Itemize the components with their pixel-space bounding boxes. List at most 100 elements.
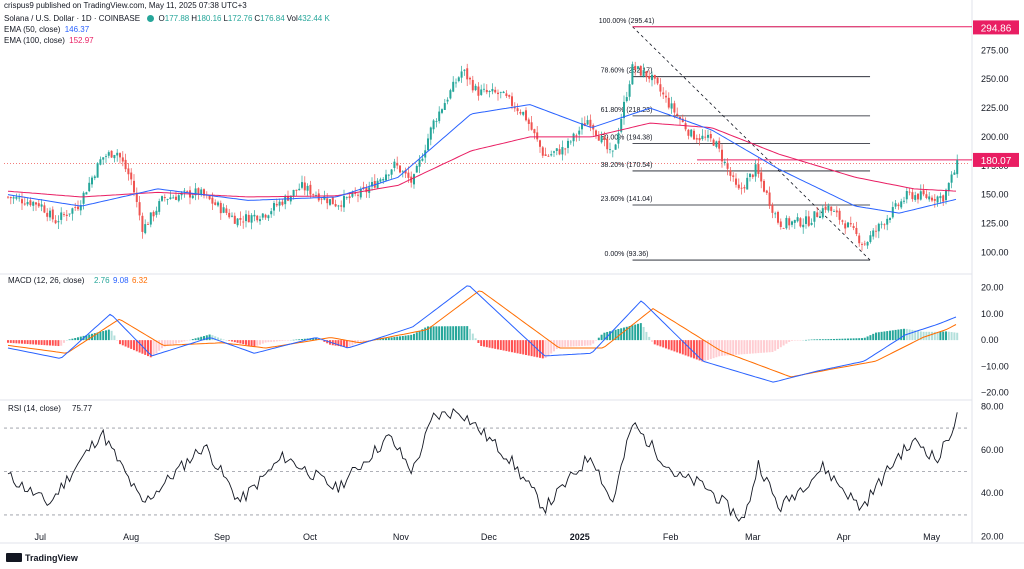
macd-histogram-bar <box>68 339 71 341</box>
macd-histogram-bar <box>175 340 177 344</box>
macd-histogram-bar <box>525 340 527 356</box>
macd-value: 2.76 <box>94 276 110 285</box>
candle-body <box>121 157 124 162</box>
candle-body <box>385 174 387 181</box>
candle-body <box>231 215 233 217</box>
candle-body <box>659 84 662 92</box>
macd-histogram-bar <box>844 338 847 341</box>
ema100-legend[interactable]: EMA (100, close) 152.97 <box>4 36 96 45</box>
candle-body <box>345 197 348 199</box>
macd-histogram-bar <box>749 340 751 354</box>
macd-histogram-bar <box>494 340 497 349</box>
candle-body <box>401 171 404 173</box>
candle-body <box>267 215 270 219</box>
candle-body <box>141 215 144 232</box>
candle-body <box>242 221 245 223</box>
candle-body <box>623 101 625 119</box>
macd-histogram-bar <box>455 326 457 341</box>
candle-body <box>396 162 399 166</box>
macd-histogram-bar <box>343 340 345 347</box>
ema50-legend[interactable]: EMA (50, close) 146.37 <box>4 25 91 34</box>
candle-body <box>460 71 463 78</box>
macd-histogram-bar <box>418 330 421 341</box>
candle-body <box>152 211 155 217</box>
candle-body <box>432 120 435 130</box>
ema100-value: 152.97 <box>69 36 94 45</box>
candle-body <box>737 184 740 189</box>
macd-histogram-bar <box>754 340 757 354</box>
macd-histogram-bar <box>88 334 91 341</box>
candle-body <box>673 103 676 113</box>
candle-body <box>555 148 558 151</box>
macd-histogram-bar <box>639 323 642 341</box>
fib-level-label: 50.00% (194.38) <box>601 134 653 141</box>
candle-body <box>544 154 547 157</box>
macd-histogram-bar <box>169 340 172 346</box>
macd-histogram-bar <box>488 340 491 348</box>
macd-histogram-bar <box>270 340 273 342</box>
candle-body <box>950 174 953 183</box>
macd-histogram-bar <box>23 340 26 344</box>
macd-histogram-bar <box>429 326 432 341</box>
macd-histogram-bar <box>670 340 673 351</box>
candle-body <box>379 179 382 182</box>
macd-histogram-bar <box>15 340 18 344</box>
macd-histogram-bar <box>172 340 175 345</box>
candle-body <box>326 198 329 204</box>
ema50-value: 146.37 <box>64 25 90 34</box>
macd-histogram-bar <box>214 336 217 341</box>
macd-histogram-bar <box>74 337 77 341</box>
candle-body <box>259 219 261 222</box>
candle-body <box>858 235 861 244</box>
candle-body <box>763 180 765 192</box>
macd-histogram-bar <box>676 340 679 353</box>
macd-histogram-bar <box>275 340 278 342</box>
candle-body <box>606 138 609 150</box>
macd-histogram-bar <box>833 338 835 341</box>
candle-body <box>250 215 253 223</box>
macd-histogram-bar <box>54 340 57 346</box>
macd-histogram-bar <box>603 332 606 341</box>
macd-tick-label: 10.00 <box>981 309 1004 319</box>
candle-body <box>872 230 875 237</box>
candle-body <box>648 75 651 79</box>
macd-histogram-bar <box>107 329 110 341</box>
candle-body <box>26 202 29 205</box>
macd-histogram-bar <box>480 340 483 347</box>
macd-histogram-bar <box>60 340 63 346</box>
time-tick-label: Apr <box>837 532 851 542</box>
candle-body <box>581 123 583 130</box>
candle-body <box>620 118 623 132</box>
macd-histogram-bar <box>681 340 684 355</box>
macd-histogram-bar <box>63 340 65 343</box>
candle-body <box>99 159 102 165</box>
candle-body <box>796 217 799 222</box>
candle-body <box>536 132 539 140</box>
macd-histogram-bar <box>401 335 404 341</box>
price-tick-label: 100.00 <box>981 247 1009 257</box>
macd-histogram-bar <box>695 340 698 360</box>
candle-body <box>471 79 474 91</box>
macd-histogram-bar <box>135 340 138 352</box>
macd-histogram-bar <box>12 340 15 344</box>
candle-body <box>914 195 917 200</box>
macd-histogram-bar <box>595 340 597 341</box>
candle-body <box>805 216 807 224</box>
candle-body <box>875 230 877 232</box>
fib-level-label: 23.60% (141.04) <box>601 196 653 203</box>
macd-histogram-bar <box>903 328 905 341</box>
candle-body <box>802 224 805 228</box>
tradingview-logo[interactable]: TradingView <box>6 553 78 563</box>
macd-histogram-bar <box>522 340 525 355</box>
macd-histogram-bar <box>662 340 665 348</box>
macd-histogram-bar <box>659 340 662 347</box>
candle-body <box>357 194 359 196</box>
macd-histogram-bar <box>849 338 852 341</box>
candle-body <box>491 88 494 92</box>
macd-histogram-bar <box>469 328 471 341</box>
candle-body <box>729 170 732 176</box>
candle-body <box>519 112 522 114</box>
macd-histogram-bar <box>561 340 564 348</box>
macd-histogram-bar <box>147 340 149 357</box>
